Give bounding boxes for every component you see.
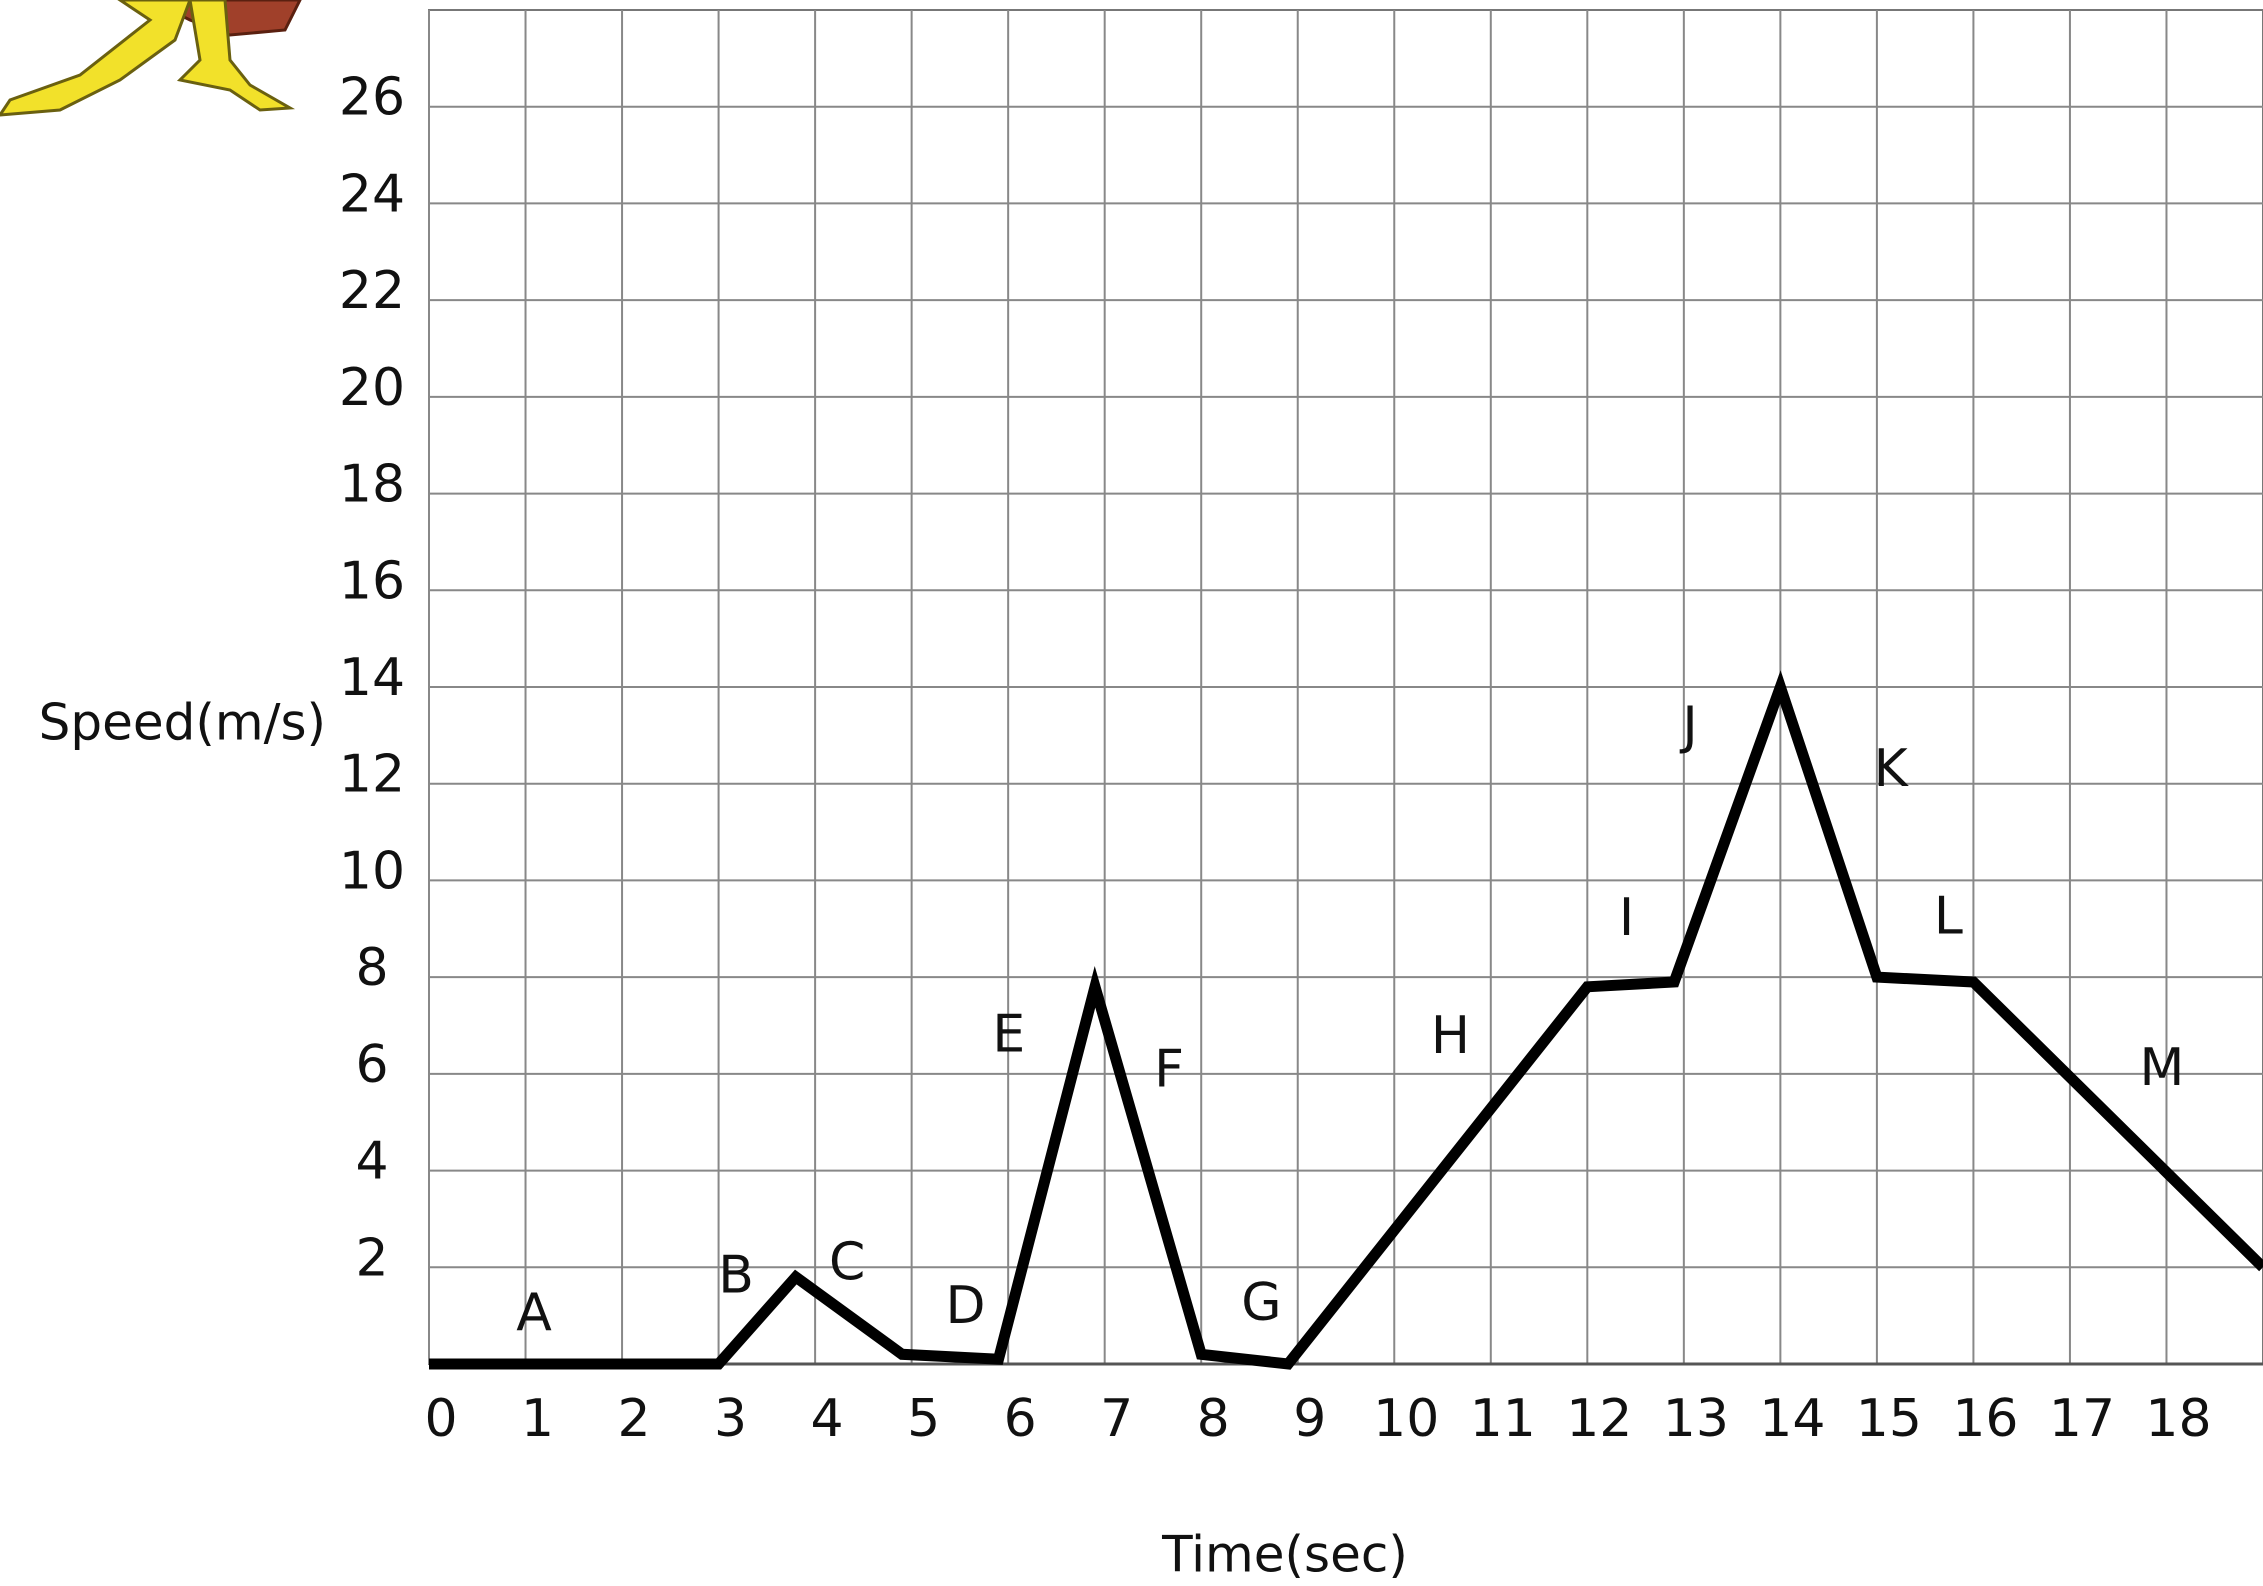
y-tick-label: 14	[339, 648, 405, 708]
x-tick-label: 10	[1373, 1389, 1439, 1449]
segment-label: H	[1431, 1006, 1470, 1066]
roadrunner-cartoon	[0, 0, 302, 117]
x-tick-label: 17	[2049, 1389, 2115, 1449]
x-tick-label: 0	[424, 1389, 457, 1449]
x-tick-label: 16	[1952, 1389, 2018, 1449]
x-tick-label: 5	[907, 1389, 940, 1449]
x-tick-label: 11	[1470, 1389, 1536, 1449]
y-tick-label: 10	[339, 841, 405, 901]
y-tick-label: 8	[355, 938, 388, 998]
grid	[428, 9, 2263, 1365]
segment-label: G	[1241, 1273, 1281, 1333]
x-tick-label: 7	[1100, 1389, 1133, 1449]
x-tick-label: 12	[1566, 1389, 1632, 1449]
segment-label: I	[1619, 888, 1634, 948]
y-tick-label: 24	[339, 164, 405, 224]
segment-label: B	[718, 1246, 754, 1306]
segment-label: J	[1679, 696, 1697, 756]
y-tick-label: 18	[339, 455, 405, 515]
y-tick-label: 16	[339, 551, 405, 611]
x-tick-label: 6	[1004, 1389, 1037, 1449]
cartoon-leg	[176, 0, 296, 112]
x-axis-title: Time(sec)	[1161, 1526, 1408, 1584]
y-tick-label: 4	[355, 1132, 388, 1192]
segment-label: K	[1874, 739, 1910, 799]
y-tick-label: 6	[355, 1035, 388, 1095]
segment-label: L	[1934, 886, 1963, 946]
x-tick-label: 2	[618, 1389, 651, 1449]
x-tick-label: 18	[2145, 1389, 2211, 1449]
x-tick-label: 15	[1856, 1389, 1922, 1449]
segment-label: D	[946, 1276, 986, 1336]
x-tick-label: 14	[1759, 1389, 1825, 1449]
x-tick-label: 1	[521, 1389, 554, 1449]
x-tick-label: 13	[1663, 1389, 1729, 1449]
x-tick-label: 9	[1293, 1389, 1326, 1449]
y-axis-title: Speed(m/s)	[39, 694, 326, 752]
segment-label: A	[516, 1283, 552, 1343]
y-tick-label: 12	[339, 745, 405, 805]
data-line	[429, 670, 2263, 1370]
segment-label: M	[2140, 1038, 2185, 1098]
y-tick-label: 26	[339, 68, 405, 128]
x-tick-label: 3	[714, 1389, 747, 1449]
segment-label: C	[829, 1233, 865, 1293]
y-tick-label: 20	[339, 358, 405, 418]
segment-label: F	[1154, 1039, 1184, 1099]
x-tick-label: 4	[811, 1389, 844, 1449]
y-tick-label: 22	[339, 261, 405, 321]
x-tick-label: 8	[1197, 1389, 1230, 1449]
segment-label: E	[992, 1005, 1025, 1065]
y-tick-label: 2	[355, 1228, 388, 1288]
cartoon-leg	[0, 0, 192, 117]
